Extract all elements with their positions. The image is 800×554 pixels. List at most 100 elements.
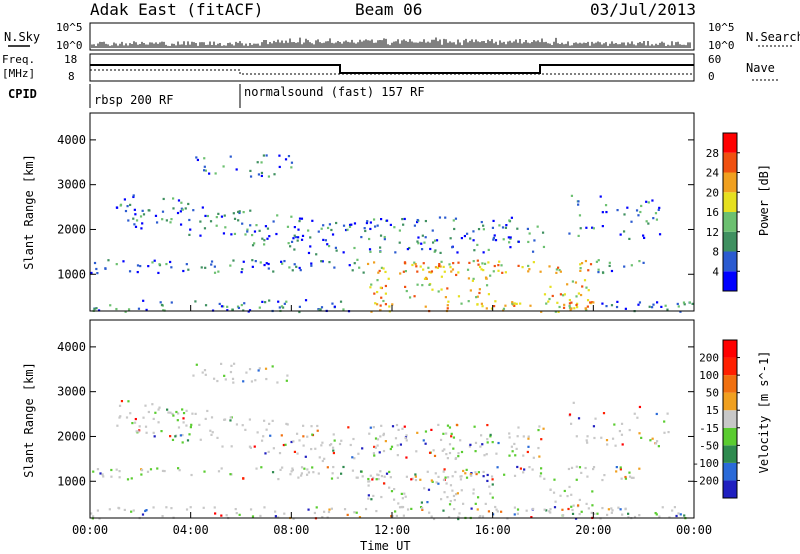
colorbar-tick-label: 8	[712, 246, 719, 259]
echo-cell	[328, 444, 332, 447]
echo-cell	[390, 490, 394, 493]
echo-cell	[553, 506, 557, 509]
echo-cell	[510, 216, 514, 219]
colorbar-swatch	[723, 427, 737, 446]
echo-cell	[513, 304, 516, 307]
echo-cell	[526, 227, 529, 231]
nave-series-line	[90, 69, 694, 75]
echo-cell	[272, 447, 275, 450]
echo-cell	[190, 423, 193, 426]
echo-cell	[220, 467, 223, 470]
echo-cell	[192, 209, 195, 212]
colorbar-swatch	[723, 480, 737, 498]
echo-cell	[246, 228, 249, 231]
echo-cell	[343, 508, 347, 511]
echo-cell	[500, 264, 503, 267]
echo-cell	[136, 264, 140, 267]
echo-cell	[580, 471, 583, 474]
echo-cell	[395, 423, 399, 427]
echo-cell	[328, 260, 331, 264]
echo-cell	[585, 308, 588, 312]
echo-cell	[251, 515, 255, 518]
echo-cell	[480, 302, 483, 305]
echo-cell	[134, 225, 138, 228]
echo-cell	[574, 281, 578, 284]
echo-cell	[232, 362, 236, 365]
echo-cell	[360, 235, 363, 239]
echo-cell	[552, 491, 556, 494]
echo-cell	[332, 449, 335, 452]
echo-cell	[410, 478, 413, 481]
echo-cell	[223, 418, 227, 421]
echo-cell	[452, 219, 455, 222]
echo-cell	[666, 412, 669, 415]
echo-cell	[445, 453, 448, 456]
echo-cell	[247, 310, 250, 313]
echo-cell	[630, 220, 633, 223]
echo-cell	[327, 510, 331, 514]
echo-cell	[452, 494, 456, 498]
echo-cell	[108, 508, 111, 511]
echo-cell	[474, 471, 477, 474]
echo-cell	[92, 470, 95, 473]
echo-cell	[170, 218, 173, 221]
echo-cell	[477, 263, 480, 266]
echo-cell	[445, 432, 448, 435]
echo-cell	[497, 269, 500, 272]
echo-cell	[182, 269, 185, 273]
echo-cell	[383, 475, 386, 478]
echo-cell	[555, 271, 558, 274]
echo-cell	[151, 261, 154, 264]
echo-cell	[315, 506, 318, 509]
echo-cell	[519, 302, 522, 305]
echo-cell	[487, 261, 490, 264]
echo-cell	[278, 306, 281, 309]
echo-cell	[574, 517, 578, 520]
colorbar-tick-label: 24	[706, 167, 720, 180]
echo-cell	[496, 510, 499, 513]
echo-cell	[424, 219, 427, 223]
echo-cell	[420, 242, 423, 245]
echo-cell	[504, 226, 508, 229]
echo-cell	[593, 436, 596, 440]
echo-cell	[280, 434, 283, 437]
nave-tick-top: 60	[708, 53, 721, 66]
echo-cell	[399, 272, 402, 275]
echo-cell	[281, 466, 284, 469]
echo-cell	[316, 429, 319, 432]
echo-cell	[457, 455, 460, 458]
echo-cell	[298, 219, 301, 223]
echo-cell	[459, 478, 463, 481]
echo-cell	[117, 506, 120, 510]
echo-cell	[593, 512, 596, 515]
echo-cell	[160, 430, 163, 433]
echo-cell	[517, 426, 520, 429]
echo-cell	[636, 416, 639, 419]
echo-cell	[569, 308, 572, 311]
echo-cell	[424, 442, 427, 445]
echo-cell	[126, 478, 130, 481]
echo-cell	[307, 471, 311, 474]
time-axis-label: Time UT	[360, 539, 411, 553]
echo-cell	[491, 478, 494, 481]
echo-cell	[439, 251, 442, 255]
echo-cell	[480, 220, 483, 224]
echo-cell	[153, 435, 156, 438]
echo-cell	[563, 489, 566, 493]
echo-cell	[405, 456, 408, 459]
echo-cell	[442, 509, 445, 512]
echo-cell	[176, 467, 180, 470]
echo-cell	[472, 230, 475, 233]
echo-cell	[249, 169, 252, 173]
echo-cell	[323, 510, 326, 513]
echo-cell	[527, 445, 530, 448]
echo-cell	[642, 234, 645, 237]
echo-cell	[482, 268, 485, 272]
y-tick-label: 4000	[57, 133, 86, 147]
echo-cell	[585, 286, 588, 289]
echo-cell	[310, 447, 313, 451]
echo-cell	[285, 422, 288, 426]
echo-cell	[398, 229, 401, 232]
echo-cell	[384, 303, 388, 306]
echo-cell	[601, 225, 604, 228]
